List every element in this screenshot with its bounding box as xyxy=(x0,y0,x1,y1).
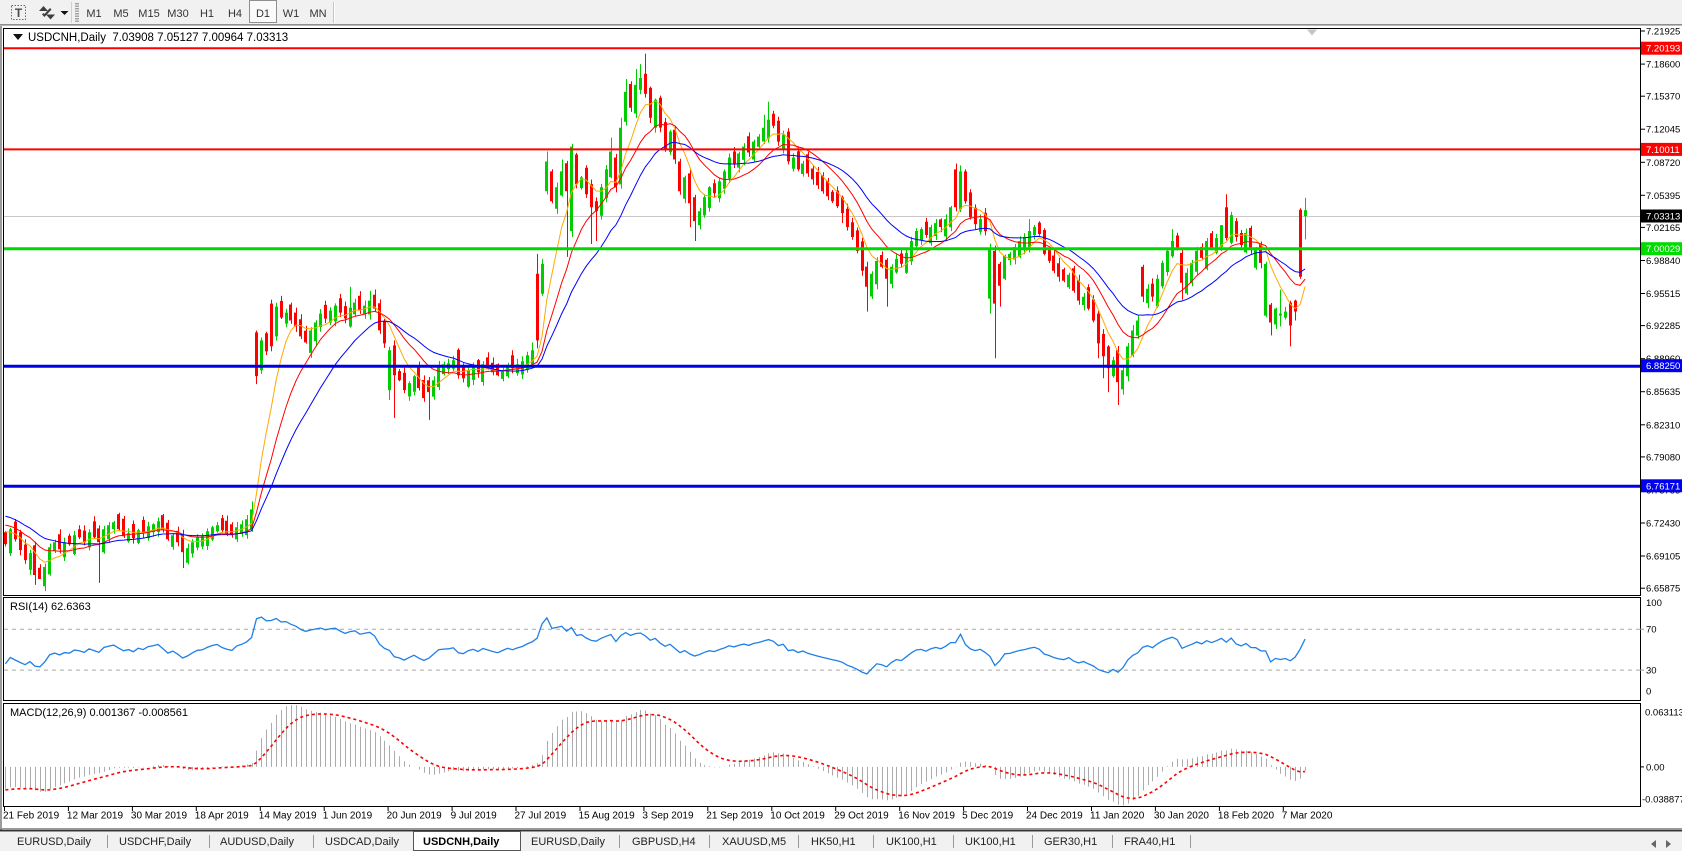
svg-text:UK100,H1: UK100,H1 xyxy=(886,836,937,848)
svg-text:7.08720: 7.08720 xyxy=(1646,158,1680,169)
svg-text:HK50,H1: HK50,H1 xyxy=(811,836,856,848)
svg-text:29 Oct 2019: 29 Oct 2019 xyxy=(834,811,889,822)
svg-text:7.05395: 7.05395 xyxy=(1646,191,1680,202)
svg-text:11 Jan 2020: 11 Jan 2020 xyxy=(1090,811,1145,822)
svg-text:7 Mar 2020: 7 Mar 2020 xyxy=(1282,811,1333,822)
svg-text:7.18600: 7.18600 xyxy=(1646,60,1680,71)
svg-text:6.88250: 6.88250 xyxy=(1646,361,1680,372)
svg-text:6.85635: 6.85635 xyxy=(1646,387,1680,398)
svg-text:USDCHF,Daily: USDCHF,Daily xyxy=(119,836,192,848)
svg-text:1 Jun 2019: 1 Jun 2019 xyxy=(323,811,373,822)
svg-text:9 Jul 2019: 9 Jul 2019 xyxy=(451,811,498,822)
svg-text:0.00: 0.00 xyxy=(1646,762,1665,773)
svg-text:10 Oct 2019: 10 Oct 2019 xyxy=(770,811,825,822)
svg-text:RSI(14) 62.6363: RSI(14) 62.6363 xyxy=(10,601,91,613)
svg-text:6.82310: 6.82310 xyxy=(1646,420,1680,431)
svg-text:24 Dec 2019: 24 Dec 2019 xyxy=(1026,811,1083,822)
svg-text:12 Mar 2019: 12 Mar 2019 xyxy=(67,811,124,822)
svg-text:7.10011: 7.10011 xyxy=(1646,145,1680,156)
svg-text:21 Feb 2019: 21 Feb 2019 xyxy=(3,811,60,822)
svg-text:27 Jul 2019: 27 Jul 2019 xyxy=(515,811,567,822)
svg-text:7.20193: 7.20193 xyxy=(1646,44,1680,55)
svg-text:GER30,H1: GER30,H1 xyxy=(1044,836,1097,848)
svg-text:-0.038877: -0.038877 xyxy=(1642,795,1682,806)
svg-text:6.98840: 6.98840 xyxy=(1646,256,1680,267)
svg-text:M15: M15 xyxy=(138,8,159,20)
svg-text:7.15370: 7.15370 xyxy=(1646,92,1680,103)
svg-text:6.92285: 6.92285 xyxy=(1646,321,1680,332)
svg-text:H4: H4 xyxy=(228,8,242,20)
svg-text:100: 100 xyxy=(1646,598,1662,609)
svg-text:21 Sep 2019: 21 Sep 2019 xyxy=(706,811,763,822)
svg-text:MN: MN xyxy=(309,8,326,20)
svg-text:W1: W1 xyxy=(283,8,300,20)
svg-text:16 Nov 2019: 16 Nov 2019 xyxy=(898,811,955,822)
svg-text:EURUSD,Daily: EURUSD,Daily xyxy=(531,836,605,848)
svg-text:70: 70 xyxy=(1646,625,1657,636)
svg-text:30 Mar 2019: 30 Mar 2019 xyxy=(131,811,188,822)
svg-text:18 Feb 2020: 18 Feb 2020 xyxy=(1218,811,1275,822)
svg-text:18 Apr 2019: 18 Apr 2019 xyxy=(195,811,249,822)
svg-text:M1: M1 xyxy=(86,8,101,20)
svg-text:6.76171: 6.76171 xyxy=(1646,481,1680,492)
svg-text:7.02165: 7.02165 xyxy=(1646,223,1680,234)
svg-text:T: T xyxy=(15,6,23,20)
svg-text:M5: M5 xyxy=(113,8,128,20)
svg-text:6.72430: 6.72430 xyxy=(1646,519,1680,530)
svg-text:20 Jun 2019: 20 Jun 2019 xyxy=(387,811,442,822)
svg-text:GBPUSD,H4: GBPUSD,H4 xyxy=(632,836,696,848)
svg-text:EURUSD,Daily: EURUSD,Daily xyxy=(17,836,91,848)
svg-text:FRA40,H1: FRA40,H1 xyxy=(1124,836,1175,848)
svg-text:6.65875: 6.65875 xyxy=(1646,584,1680,595)
svg-text:30 Jan 2020: 30 Jan 2020 xyxy=(1154,811,1209,822)
svg-text:5 Dec 2019: 5 Dec 2019 xyxy=(962,811,1014,822)
svg-text:H1: H1 xyxy=(200,8,214,20)
svg-text:6.95515: 6.95515 xyxy=(1646,289,1680,300)
svg-text:3 Sep 2019: 3 Sep 2019 xyxy=(642,811,694,822)
svg-text:6.69105: 6.69105 xyxy=(1646,552,1680,563)
svg-text:USDCNH,Daily 7.03908 7.05127: USDCNH,Daily 7.03908 7.05127 7.00964 7.0… xyxy=(28,32,288,44)
svg-text:7.00029: 7.00029 xyxy=(1646,244,1680,255)
svg-text:15 Aug 2019: 15 Aug 2019 xyxy=(579,811,636,822)
svg-text:XAUUSD,M5: XAUUSD,M5 xyxy=(722,836,786,848)
svg-text:7.21925: 7.21925 xyxy=(1646,27,1680,38)
svg-text:6.79080: 6.79080 xyxy=(1646,452,1680,463)
svg-text:7.12045: 7.12045 xyxy=(1646,125,1680,136)
svg-text:14 May 2019: 14 May 2019 xyxy=(259,811,317,822)
svg-text:0: 0 xyxy=(1646,687,1651,698)
svg-text:M30: M30 xyxy=(167,8,188,20)
svg-text:MACD(12,26,9) 0.001367 -0.0085: MACD(12,26,9) 0.001367 -0.008561 xyxy=(10,707,188,719)
svg-text:7.03313: 7.03313 xyxy=(1646,212,1680,223)
svg-text:0.063113: 0.063113 xyxy=(1645,708,1682,719)
svg-text:USDCAD,Daily: USDCAD,Daily xyxy=(325,836,399,848)
svg-text:AUDUSD,Daily: AUDUSD,Daily xyxy=(220,836,294,848)
svg-text:UK100,H1: UK100,H1 xyxy=(965,836,1016,848)
svg-text:USDCNH,Daily: USDCNH,Daily xyxy=(423,836,500,848)
svg-text:D1: D1 xyxy=(256,8,270,20)
svg-text:30: 30 xyxy=(1646,666,1657,677)
